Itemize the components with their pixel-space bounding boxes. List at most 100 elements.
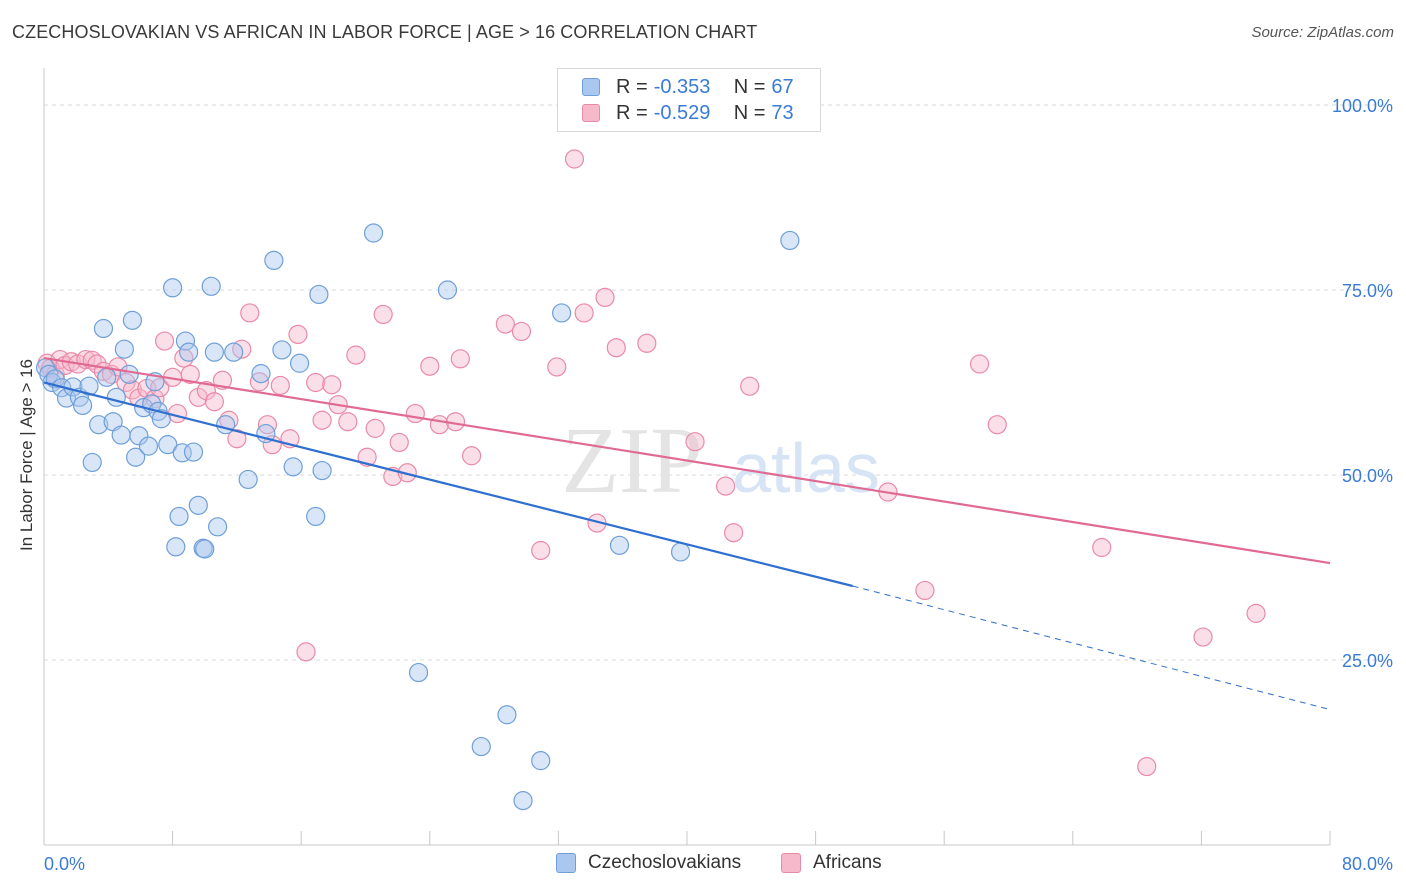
data-point xyxy=(82,452,102,473)
legend-label-african: Africans xyxy=(813,852,882,873)
legend-label-czech: Czechoslovakians xyxy=(588,852,742,873)
data-point xyxy=(312,460,332,481)
data-point xyxy=(574,303,594,323)
legend-r-value: -0.353 xyxy=(653,75,711,98)
data-point xyxy=(740,376,760,396)
data-point xyxy=(289,353,310,373)
data-point xyxy=(1137,756,1157,777)
african-trend-line xyxy=(43,356,1331,565)
chart-title: CZECHOSLOVAKIAN VS AFRICAN IN LABOR FORC… xyxy=(12,22,758,42)
data-point xyxy=(204,392,224,412)
data-point xyxy=(283,457,303,477)
data-point xyxy=(685,432,705,452)
y-tick-label: 50.0% xyxy=(1342,466,1393,486)
data-point xyxy=(204,342,224,362)
data-point xyxy=(114,339,134,359)
data-point xyxy=(408,662,429,683)
y-axis-label: In Labor Force | Age > 16 xyxy=(17,358,36,552)
czech-trend-extension xyxy=(852,585,1331,711)
data-point xyxy=(471,736,491,757)
data-point xyxy=(564,149,585,169)
gridlines xyxy=(44,104,1393,661)
data-point xyxy=(595,287,615,307)
data-point xyxy=(264,250,284,270)
data-point xyxy=(420,356,440,376)
czech-swatch-icon xyxy=(582,78,600,96)
data-point xyxy=(322,375,342,395)
data-point xyxy=(363,223,384,243)
source-label: Source: ZipAtlas.com xyxy=(1251,24,1394,41)
data-point xyxy=(272,340,292,360)
data-point xyxy=(497,705,517,725)
data-point xyxy=(79,376,99,396)
czech-legend-icon xyxy=(556,853,576,873)
data-point xyxy=(338,412,358,432)
data-point xyxy=(547,357,567,377)
data-point xyxy=(969,354,990,374)
data-point xyxy=(122,310,143,330)
legend-n-label: N = xyxy=(733,101,766,124)
data-point xyxy=(129,426,149,446)
data-point xyxy=(511,321,532,342)
y-tick-labels: 25.0% 50.0% 75.0% 100.0% xyxy=(1332,96,1393,671)
watermark-zip: ZIP xyxy=(562,409,703,513)
data-point xyxy=(240,303,260,323)
data-point xyxy=(437,280,458,300)
data-point xyxy=(365,418,385,438)
data-point xyxy=(126,447,146,467)
legend-r-label: R = xyxy=(616,101,648,124)
czech-points xyxy=(36,223,800,811)
legend-item-african[interactable]: Africans xyxy=(781,852,882,874)
data-point xyxy=(72,395,93,416)
legend-item-czech[interactable]: Czechoslovakians xyxy=(556,852,741,874)
data-point xyxy=(175,331,196,351)
data-point xyxy=(270,375,290,396)
legend-row-czech: R = -0.353 N = 67 xyxy=(582,74,794,100)
data-point xyxy=(93,318,114,339)
data-point xyxy=(196,381,216,401)
data-point xyxy=(195,539,215,559)
watermark-atlas: atlas xyxy=(732,429,880,507)
data-point xyxy=(251,364,271,384)
legend-row-african: R = -0.529 N = 73 xyxy=(582,100,794,126)
y-tick-label: 100.0% xyxy=(1332,96,1393,116)
data-point xyxy=(495,314,515,334)
data-point xyxy=(208,517,228,537)
data-point xyxy=(450,349,470,369)
data-point xyxy=(166,537,186,557)
data-point xyxy=(309,284,329,305)
data-point xyxy=(987,415,1007,435)
data-point xyxy=(346,345,366,365)
data-point xyxy=(552,303,572,323)
data-point xyxy=(513,790,533,811)
data-point xyxy=(188,495,208,515)
axes xyxy=(43,68,1331,846)
data-point xyxy=(42,372,62,393)
y-tick-label: 25.0% xyxy=(1342,651,1393,671)
data-point xyxy=(89,415,109,435)
data-point xyxy=(312,410,332,430)
data-point xyxy=(461,446,482,466)
data-point xyxy=(1246,603,1266,623)
y-tick-label: 75.0% xyxy=(1342,281,1393,301)
data-point xyxy=(637,333,657,353)
data-point xyxy=(670,542,691,562)
x-tick-label-left: 0.0% xyxy=(44,854,85,874)
data-point xyxy=(306,506,326,527)
data-point xyxy=(238,469,258,490)
data-point xyxy=(180,364,200,384)
data-point xyxy=(111,425,131,445)
x-tick-label-right: 80.0% xyxy=(1342,854,1393,874)
czech-trend-line xyxy=(43,381,853,588)
data-point xyxy=(224,342,244,362)
legend-n-label: N = xyxy=(733,75,766,98)
data-point xyxy=(154,331,175,351)
african-points xyxy=(37,149,1266,777)
data-point xyxy=(158,435,178,455)
data-point xyxy=(373,304,393,325)
data-point xyxy=(138,436,159,456)
data-point xyxy=(606,338,626,358)
stats-legend: R = -0.353 N = 67 R = -0.529 N = 73 xyxy=(557,68,821,132)
data-point xyxy=(306,372,326,393)
legend-n-value: 73 xyxy=(771,101,794,124)
